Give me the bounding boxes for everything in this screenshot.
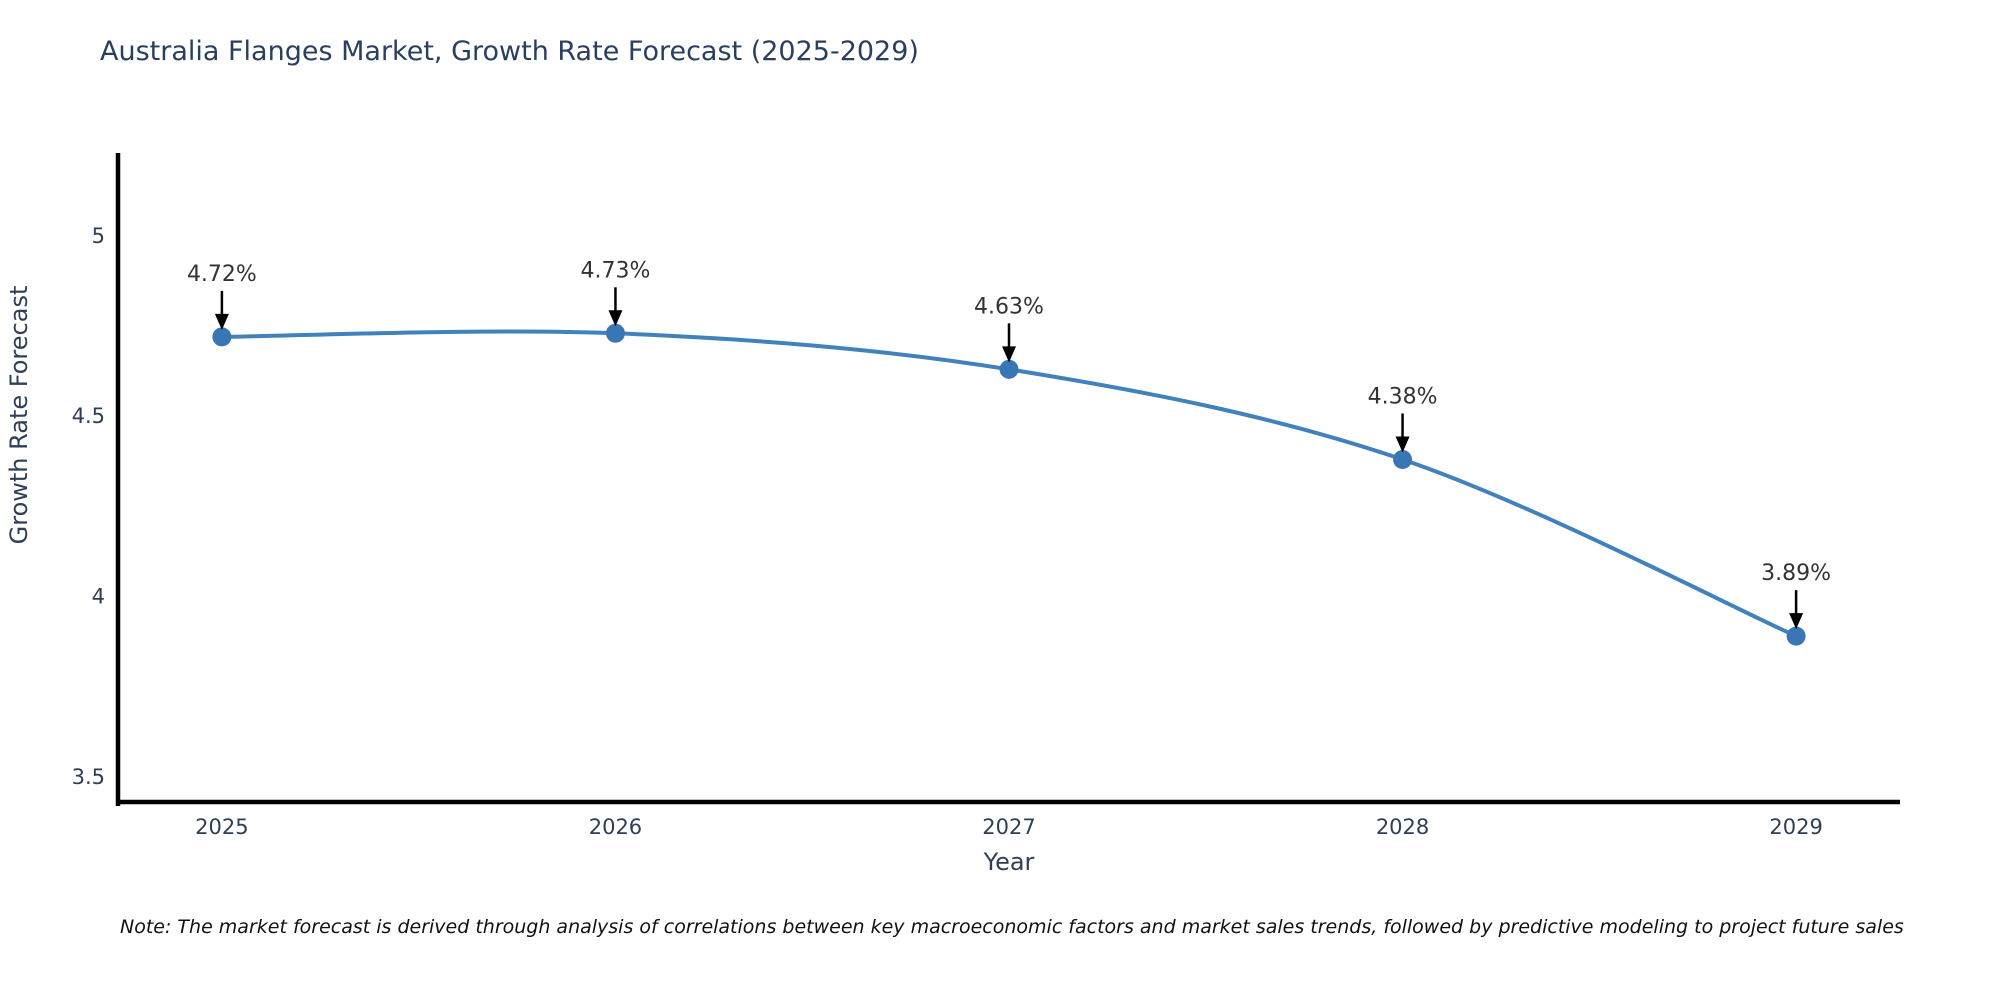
x-tick-label: 2028 [1376,815,1429,839]
chart-title: Australia Flanges Market, Growth Rate Fo… [100,36,919,67]
annotation-arrowhead [1395,436,1410,453]
footnote: Note: The market forecast is derived thr… [120,916,1904,938]
data-point[interactable] [1786,626,1806,646]
x-axis-title: Year [983,848,1035,876]
point-annotation: 4.63% [974,294,1044,319]
point-annotation: 4.72% [187,262,257,287]
annotation-arrowhead [1789,613,1804,630]
annotation-arrowhead [214,313,229,330]
data-point[interactable] [605,323,625,343]
point-annotation: 4.38% [1368,384,1438,409]
point-annotation: 3.89% [1761,561,1831,586]
y-tick-label: 4 [92,584,105,608]
data-point[interactable] [1393,449,1413,469]
data-point[interactable] [212,327,232,347]
data-point[interactable] [999,359,1019,379]
y-tick-label: 5 [92,224,105,248]
x-tick-label: 2027 [982,815,1035,839]
y-axis-title: Growth Rate Forecast [5,286,33,545]
x-tick-label: 2029 [1769,815,1822,839]
annotation-arrowhead [1002,346,1016,363]
point-annotation: 4.73% [581,258,651,283]
annotation-arrowhead [608,310,623,327]
y-tick-label: 4.5 [72,404,105,428]
x-tick-label: 2025 [195,815,248,839]
x-tick-label: 2026 [589,815,642,839]
y-tick-label: 3.5 [72,765,105,789]
